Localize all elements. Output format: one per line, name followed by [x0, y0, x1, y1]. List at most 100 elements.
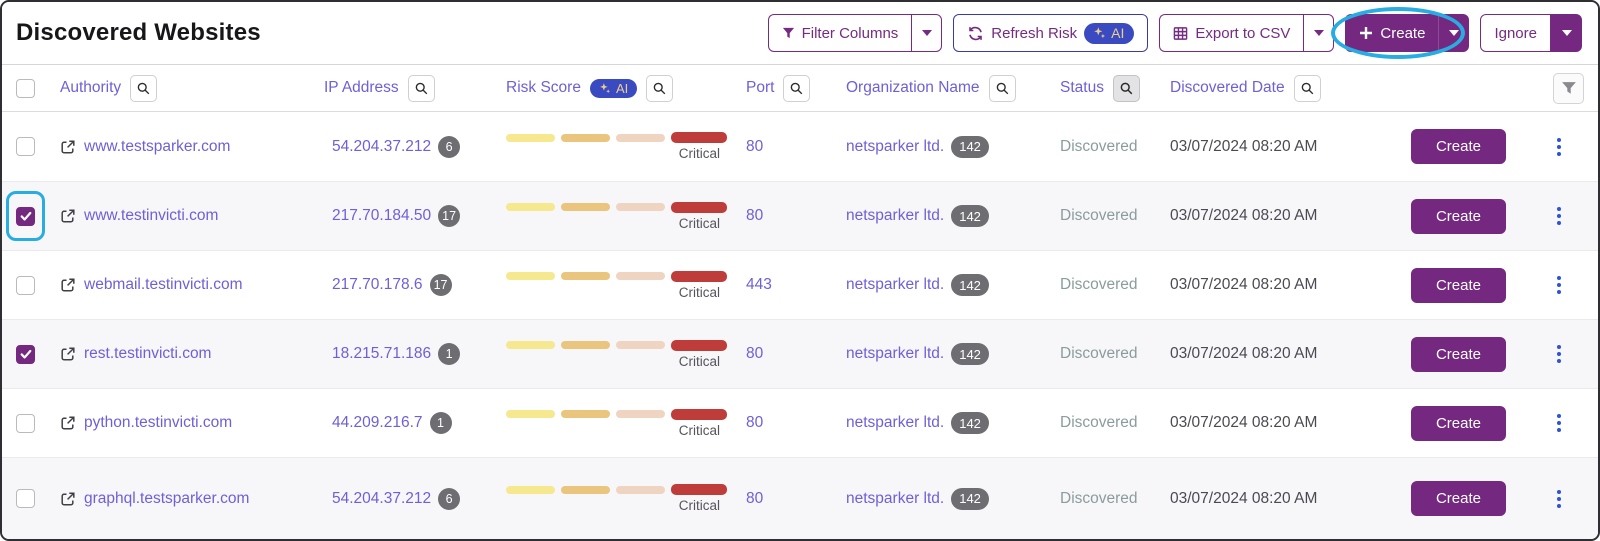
port-search-button[interactable]	[783, 74, 811, 102]
authority-link[interactable]: rest.testinvicti.com	[84, 345, 212, 362]
authority-link[interactable]: python.testinvicti.com	[84, 414, 233, 431]
row-create-button[interactable]: Create	[1410, 129, 1506, 164]
port-link[interactable]: 443	[746, 276, 772, 293]
kebab-menu-icon[interactable]	[1553, 203, 1565, 229]
ip-cell: 54.204.37.212 6	[324, 135, 476, 158]
organization-link[interactable]: netsparker ltd.	[846, 207, 945, 224]
chevron-down-icon	[1313, 30, 1324, 36]
date-cell: 03/07/2024 08:20 AM	[1140, 490, 1320, 508]
filter-columns-button[interactable]: Filter Columns	[767, 14, 912, 52]
select-all-checkbox[interactable]	[16, 78, 35, 98]
external-link-icon[interactable]	[60, 277, 76, 293]
export-csv-button[interactable]: Export to CSV	[1159, 14, 1304, 52]
port-link[interactable]: 80	[746, 489, 764, 507]
port-link[interactable]: 80	[746, 414, 764, 431]
risk-segment-critical	[671, 201, 727, 213]
ip-column-label[interactable]: IP Address	[324, 79, 399, 96]
date-cell: 03/07/2024 08:20 AM	[1140, 276, 1320, 294]
ignore-dropdown[interactable]	[1551, 14, 1582, 52]
port-column-label[interactable]: Port	[746, 79, 775, 96]
organization-column-label[interactable]: Organization Name	[846, 79, 980, 96]
ignore-button[interactable]: Ignore	[1480, 14, 1551, 52]
risk-column-label[interactable]: Risk Score	[506, 79, 581, 96]
authority-search-button[interactable]	[130, 74, 158, 102]
kebab-menu-icon[interactable]	[1553, 341, 1565, 367]
ip-link[interactable]: 217.70.184.50	[332, 207, 432, 224]
ip-link[interactable]: 54.204.37.212	[332, 137, 432, 155]
organization-link[interactable]: netsparker ltd.	[846, 137, 945, 155]
row-checkbox-cell	[16, 275, 60, 295]
create-dropdown[interactable]	[1438, 14, 1470, 52]
row-checkbox[interactable]	[16, 344, 35, 364]
kebab-menu-icon[interactable]	[1553, 410, 1565, 436]
page-title: Discovered Websites	[16, 19, 261, 46]
authority-link[interactable]: www.testinvicti.com	[84, 207, 219, 224]
external-link-icon[interactable]	[60, 139, 76, 155]
external-link-icon[interactable]	[60, 208, 76, 224]
export-csv-dropdown[interactable]	[1303, 14, 1335, 52]
ip-link[interactable]: 18.215.71.186	[332, 345, 432, 362]
ip-search-button[interactable]	[407, 74, 435, 102]
ai-badge: AI	[1084, 22, 1135, 44]
row-create-button[interactable]: Create	[1410, 267, 1506, 303]
row-create-button[interactable]: Create	[1410, 198, 1506, 234]
date-search-button[interactable]	[1293, 74, 1321, 102]
date-column-label[interactable]: Discovered Date	[1170, 79, 1285, 96]
authority-link[interactable]: webmail.testinvicti.com	[84, 276, 243, 293]
organization-link[interactable]: netsparker ltd.	[846, 489, 945, 507]
filter-columns-dropdown[interactable]	[911, 14, 943, 52]
row-create-button[interactable]: Create	[1410, 481, 1506, 516]
header-authority: Authority	[60, 74, 324, 102]
status-text: Discovered	[1060, 345, 1138, 362]
row-create-button[interactable]: Create	[1410, 405, 1506, 441]
ip-link[interactable]: 44.209.216.7	[332, 414, 423, 431]
refresh-risk-button[interactable]: Refresh Risk AI	[953, 14, 1149, 52]
organization-count-badge: 142	[951, 343, 989, 365]
ip-link[interactable]: 54.204.37.212	[332, 489, 432, 507]
port-link[interactable]: 80	[746, 345, 764, 362]
ip-link[interactable]: 217.70.178.6	[332, 276, 423, 293]
ip-cell: 18.215.71.186 1	[324, 343, 476, 365]
authority-column-label[interactable]: Authority	[60, 79, 122, 96]
organization-search-button[interactable]	[988, 74, 1016, 102]
port-link[interactable]: 80	[746, 207, 764, 224]
row-checkbox[interactable]	[16, 413, 35, 433]
status-column-label[interactable]: Status	[1060, 79, 1104, 96]
row-checkbox[interactable]	[16, 489, 35, 508]
organization-link[interactable]: netsparker ltd.	[846, 345, 945, 362]
authority-link[interactable]: graphql.testsparker.com	[84, 489, 250, 507]
risk-segment-high	[616, 133, 665, 142]
row-checkbox[interactable]	[16, 275, 35, 295]
risk-level-label: Critical	[678, 146, 720, 161]
sparkle-icon	[1093, 26, 1106, 39]
kebab-cell	[1534, 486, 1584, 512]
row-create-button[interactable]: Create	[1410, 336, 1506, 372]
kebab-cell	[1534, 272, 1584, 298]
authority-link[interactable]: www.testsparker.com	[84, 137, 231, 155]
status-search-button[interactable]	[1112, 74, 1140, 102]
row-checkbox[interactable]	[16, 206, 35, 226]
kebab-menu-icon[interactable]	[1553, 272, 1565, 298]
risk-search-button[interactable]	[646, 74, 674, 102]
table-body: www.testsparker.com 54.204.37.212 6 Crit…	[2, 112, 1598, 539]
organization-link[interactable]: netsparker ltd.	[846, 276, 945, 293]
header-ip: IP Address	[324, 74, 476, 102]
table-filter-button[interactable]	[1553, 72, 1584, 104]
kebab-menu-icon[interactable]	[1553, 486, 1565, 512]
filter-columns-split-button: Filter Columns	[767, 14, 943, 52]
ip-cell: 217.70.178.6 17	[324, 274, 476, 296]
search-icon	[791, 82, 803, 94]
row-checkbox[interactable]	[16, 137, 35, 156]
chevron-down-icon	[1448, 30, 1459, 36]
external-link-icon[interactable]	[60, 491, 76, 507]
authority-cell: rest.testinvicti.com	[60, 345, 324, 363]
header-status: Status	[990, 74, 1140, 102]
external-link-icon[interactable]	[60, 415, 76, 431]
row-checkbox-cell	[6, 191, 60, 241]
external-link-icon[interactable]	[60, 346, 76, 362]
kebab-menu-icon[interactable]	[1553, 134, 1565, 160]
create-button[interactable]: Create	[1345, 14, 1439, 52]
organization-link[interactable]: netsparker ltd.	[846, 414, 945, 431]
port-link[interactable]: 80	[746, 137, 764, 155]
risk-level-label: Critical	[678, 422, 720, 438]
